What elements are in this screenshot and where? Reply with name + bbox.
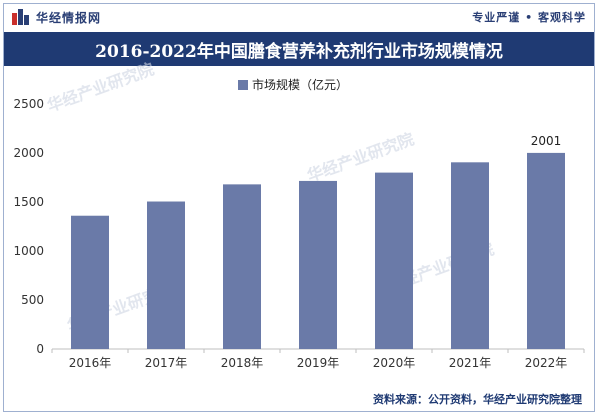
bar (527, 152, 565, 349)
y-tick-label: 2500 (13, 97, 44, 111)
y-tick-label: 1000 (13, 244, 44, 258)
chart-title: 2016-2022年中国膳食营养补充剂行业市场规模情况 (4, 32, 594, 66)
bar (147, 201, 185, 349)
data-label: 2001 (531, 134, 562, 148)
logo-icon (12, 9, 29, 25)
brand: 华经情报网 (12, 9, 101, 26)
y-tick-label: 0 (36, 342, 44, 356)
top-bar: 华经情报网 专业严谨 • 客观科学 (4, 4, 594, 30)
bar (451, 162, 489, 349)
bar (375, 172, 413, 349)
bar (71, 215, 109, 349)
brand-name: 华经情报网 (36, 10, 102, 25)
tagline: 专业严谨 • 客观科学 (472, 11, 586, 24)
bars (71, 152, 565, 349)
x-tick-label: 2021年 (449, 356, 492, 370)
x-tick-label: 2022年 (525, 356, 568, 370)
y-tick-label: 1500 (13, 195, 44, 209)
legend: 市场规模（亿元） (238, 77, 348, 92)
x-tick-label: 2018年 (221, 356, 264, 370)
bar-chart: 市场规模（亿元） 0 500 1000 1500 2000 2500 2016年 2017年 2… (13, 77, 585, 370)
x-tick-label: 2020年 (373, 356, 416, 370)
y-tick-label: 2000 (13, 146, 44, 160)
chart-frame: 华经情报网 专业严谨 • 客观科学 2016-2022年中国膳食营养补充剂行业市… (3, 3, 595, 412)
x-tick-label: 2016年 (69, 356, 112, 370)
x-tick-label: 2017年 (145, 356, 188, 370)
source-note: 资料来源：公开资料，华经产业研究院整理 (373, 393, 582, 406)
x-tick-label: 2019年 (297, 356, 340, 370)
legend-swatch (238, 80, 248, 90)
bar (299, 180, 337, 349)
y-tick-label: 500 (21, 293, 44, 307)
axes: 0 500 1000 1500 2000 2500 2016年 2017年 2018年 2019年… (13, 97, 585, 370)
labels: 2001 (531, 134, 562, 148)
bar (223, 184, 261, 349)
legend-label: 市场规模（亿元） (252, 77, 348, 92)
